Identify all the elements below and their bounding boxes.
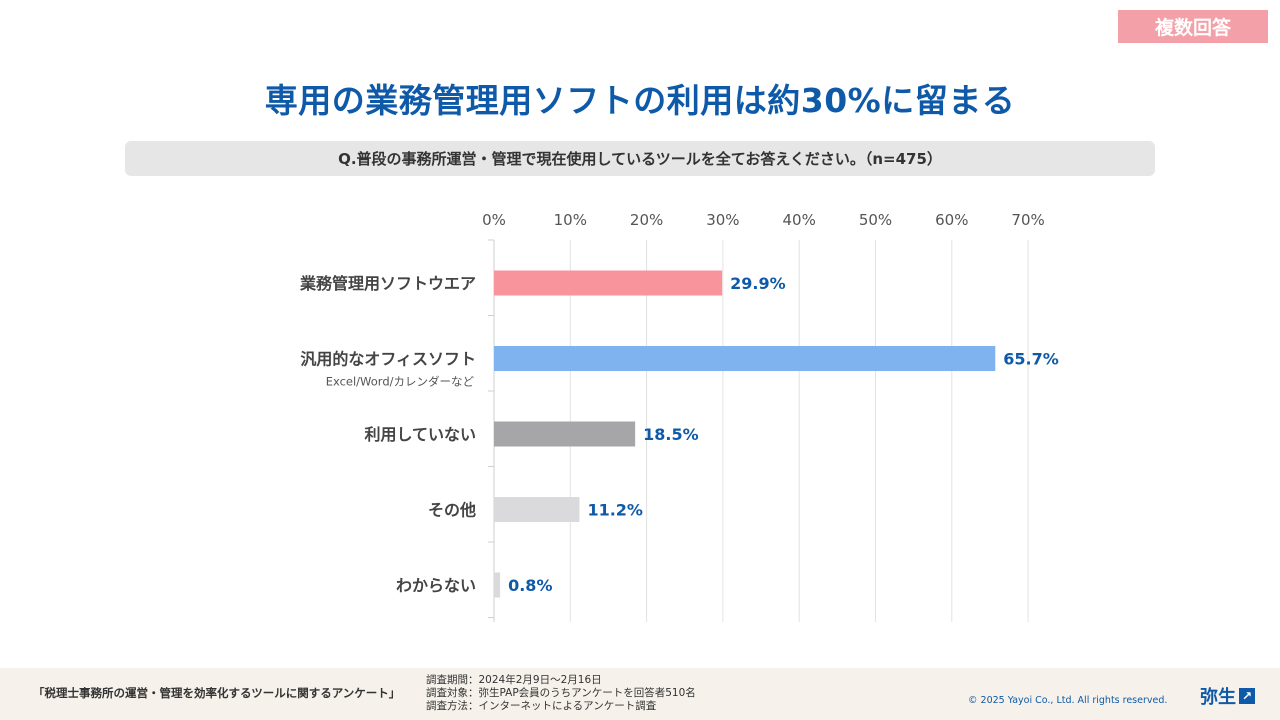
x-tick-label: 60%	[935, 211, 968, 229]
survey-meta: 調査期間：2024年2月9日〜2月16日 調査対象：弥生PAP会員のうちアンケー…	[426, 674, 696, 713]
category-label: その他	[428, 501, 476, 520]
category-label: わからない	[396, 576, 476, 595]
footer: 「税理士事務所の運営・管理を効率化するツールに関するアンケート」 調査期間：20…	[0, 668, 1280, 720]
survey-period: 調査期間：2024年2月9日〜2月16日	[426, 674, 602, 686]
x-tick-label: 70%	[1011, 211, 1044, 229]
x-tick-label: 0%	[482, 211, 506, 229]
bar-chart: 0% 10% 20% 30% 40% 50% 60% 70% 29.9% 業務管理用ソフトウエア 6…	[299, 211, 1059, 622]
data-label: 0.8%	[508, 576, 552, 595]
x-tick-label: 40%	[783, 211, 816, 229]
bar-1	[494, 270, 723, 296]
x-tick-label: 20%	[630, 211, 663, 229]
page-title: 専用の業務管理用ソフトの利用は約30%に留まる	[264, 81, 1016, 120]
bar-4	[494, 497, 580, 522]
category-label: 利用していない	[364, 425, 476, 444]
copyright: © 2025 Yayoi Co., Ltd. All rights reserv…	[968, 695, 1168, 706]
question-text: Q.普段の事務所運営・管理で現在使用しているツールを全てお答えください。（n=4…	[338, 150, 942, 168]
category-label: 業務管理用ソフトウエア	[299, 274, 476, 293]
survey-method: 調査方法：インターネットによるアンケート調査	[426, 700, 657, 712]
x-tick-label: 50%	[859, 211, 892, 229]
multiple-answer-badge: 複数回答	[1118, 10, 1268, 43]
yayoi-logo: 弥生 ↗	[1200, 683, 1255, 709]
data-label: 18.5%	[643, 425, 699, 444]
data-label: 29.9%	[730, 274, 786, 293]
data-label: 65.7%	[1003, 350, 1059, 369]
bar-2	[494, 346, 996, 371]
category-sublabel: Excel/Word/カレンダーなど	[326, 375, 475, 389]
survey-target: 調査対象：弥生PAP会員のうちアンケートを回答者510名	[426, 687, 696, 699]
bar-5	[494, 572, 501, 598]
bar-3	[494, 421, 636, 447]
logo-arrow-icon: ↗	[1239, 688, 1255, 704]
category-label: 汎用的なオフィスソフト	[300, 350, 476, 369]
survey-name: 「税理士事務所の運営・管理を効率化するツールに関するアンケート」	[33, 686, 401, 700]
x-tick-label: 10%	[554, 211, 587, 229]
x-tick-label: 30%	[706, 211, 739, 229]
data-label: 11.2%	[587, 501, 643, 520]
question-box: Q.普段の事務所運営・管理で現在使用しているツールを全てお答えください。（n=4…	[125, 141, 1155, 176]
logo-text: 弥生	[1200, 687, 1236, 708]
